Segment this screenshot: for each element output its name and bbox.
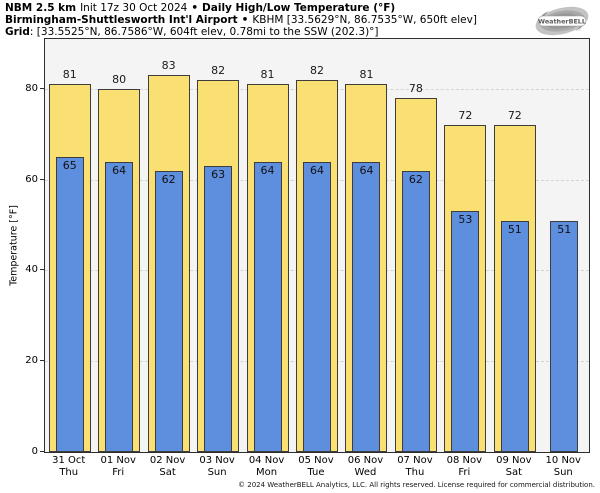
x-tick-label: 04 Nov Mon [237,455,297,478]
y-tick-mark [40,451,44,452]
x-tick-label: 08 Nov Fri [434,455,494,478]
y-tick-mark [40,269,44,271]
low-bar: 62 [401,170,430,452]
bullet-separator: • [191,2,199,14]
low-bar: 51 [550,220,579,452]
low-bar: 65 [55,157,84,452]
low-value-label: 64 [359,163,374,177]
x-tick-weekday: Sun [553,466,573,478]
y-tick-label: 60 [25,173,38,185]
y-tick-label: 80 [25,82,38,94]
weatherbell-logo: WeatherBELL Analytics LLC [535,6,589,36]
low-bar: 64 [303,161,331,452]
header-line-2: Birmingham-Shuttlesworth Int'l Airport • K… [5,13,477,27]
header-line-3: Grid: [33.5525°N, 86.7586°W, 604ft elev,… [5,25,477,39]
chart-header: NBM 2.5 km Init 17z 30 Oct 2024 • Daily Hig… [5,2,477,39]
x-tick-label: 09 Nov Sat [484,455,544,478]
x-tick-weekday: Fri [458,466,471,478]
x-tick-date: 31 Oct [52,455,86,466]
low-value-label: 63 [211,168,226,182]
x-tick-weekday: Mon [255,466,278,478]
x-tick-label: 01 Nov Fri [88,455,148,478]
x-tick-date: 02 Nov [149,455,186,466]
x-tick-weekday: Thu [59,466,79,478]
x-tick-date: 03 Nov [199,455,235,466]
y-tick-mark [40,178,44,180]
copyright-notice: © 2024 WeatherBELL Analytics, LLC. All r… [238,481,595,489]
y-tick-mark [40,87,44,89]
station-detail: KBHM [33.5629°N, 86.7535°W, 650ft elev] [252,13,477,26]
x-tick-label: 05 Nov Tue [286,455,346,478]
x-tick-label: 02 Nov Sat [138,455,198,478]
low-bar: 64 [352,161,381,452]
low-bar: 63 [204,166,233,452]
high-value-label: 82 [211,63,226,77]
y-tick-label: 40 [25,264,38,276]
x-tick-date: 05 Nov [298,455,334,466]
x-tick-label: 10 Nov Sun [533,455,593,478]
x-tick-date: 09 Nov [496,455,532,466]
grid-detail: : [33.5525°N, 86.7586°W, 604ft elev, 0.7… [29,25,379,38]
low-value-label: 62 [161,172,176,186]
low-value-label: 64 [310,163,324,177]
x-tick-date: 01 Nov [100,455,136,466]
low-value-label: 65 [62,159,77,172]
x-tick-weekday: Sat [159,466,176,478]
x-tick-date: 04 Nov [248,455,285,466]
x-tick-date: 10 Nov [545,455,581,466]
high-value-label: 81 [62,68,77,82]
high-value-label: 78 [408,82,423,95]
x-tick-label: 07 Nov Thu [385,455,445,478]
high-value-label: 81 [260,68,275,82]
x-tick-weekday: Wed [354,466,377,478]
chart-title: Daily High/Low Temperature (°F) [202,2,396,14]
x-tick-label: 06 Nov Wed [335,455,395,478]
x-tick-weekday: Sun [207,466,227,478]
low-bar: 64 [253,161,282,452]
model-name: NBM 2.5 km [5,2,77,14]
low-bar: 51 [500,220,529,452]
plot-area: 81 65 80 64 83 62 82 63 81 64 82 64 81 64 78 62 72 53 72 51… [44,38,590,453]
high-value-label: 72 [507,109,522,123]
y-tick-label: 20 [25,355,38,367]
x-tick-date: 06 Nov [347,455,384,466]
init-time: Init 17z 30 Oct 2024 [80,2,188,14]
low-value-label: 64 [112,163,127,177]
low-value-label: 64 [260,163,275,177]
low-bar: 53 [451,211,480,452]
high-value-label: 82 [310,63,324,77]
y-tick-mark [40,360,44,362]
low-value-label: 51 [507,222,522,236]
low-value-label: 53 [458,213,473,227]
low-value-label: 51 [557,222,572,236]
low-bar: 64 [105,161,134,452]
station-name: Birmingham-Shuttlesworth Int'l Airport [5,13,238,26]
logo-sub-text: Analytics LLC [560,28,582,32]
high-value-label: 81 [359,68,374,82]
x-tick-weekday: Sat [505,466,523,478]
x-tick-weekday: Thu [405,466,425,478]
x-tick-date: 08 Nov [446,455,483,466]
grid-label: Grid [5,25,30,38]
y-tick-label: 0 [31,446,38,457]
high-value-label: 83 [161,59,176,73]
header-line-1: NBM 2.5 km Init 17z 30 Oct 2024 • Daily Hig… [5,2,477,15]
high-value-label: 72 [458,109,473,123]
bullet-separator: • [241,13,249,26]
low-value-label: 62 [408,172,423,186]
x-tick-date: 07 Nov [397,455,433,466]
x-tick-label: 31 Oct Thu [39,455,99,478]
logo-brand-text: WeatherBELL [538,17,586,25]
x-tick-weekday: Tue [307,466,325,478]
x-tick-label: 03 Nov Sun [187,455,247,478]
high-value-label: 80 [112,72,127,86]
low-bar: 62 [154,170,183,452]
x-tick-weekday: Fri [112,466,125,478]
y-axis-title: Temperature [°F] [8,205,20,286]
